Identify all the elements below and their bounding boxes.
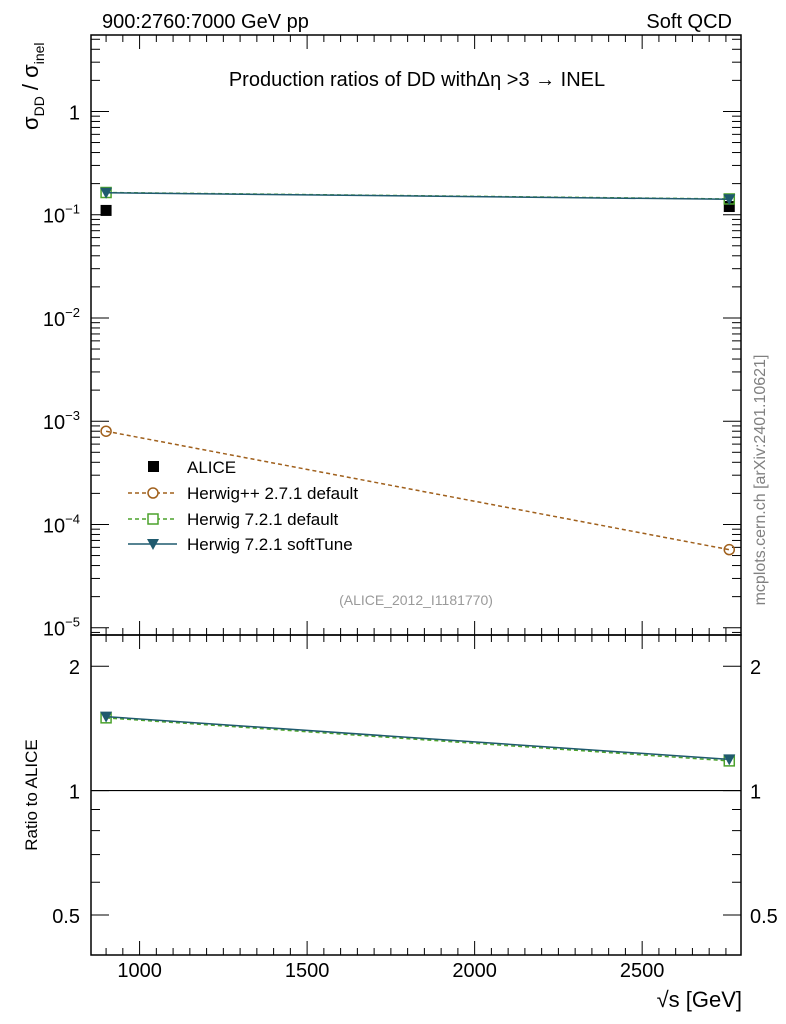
- ratio-line-softtune: [106, 715, 730, 761]
- main-series: [100, 186, 736, 556]
- ratio-y-tick-label-right: 0.5: [750, 906, 778, 928]
- legend: ALICE Herwig++ 2.7.1 default Herwig 7.2.…: [128, 458, 358, 554]
- ratio-point-softtune: [723, 754, 736, 766]
- legend-herwig721-marker: [147, 513, 159, 525]
- tick-base: 10: [43, 206, 65, 228]
- x-tick-label: 2500: [620, 960, 665, 982]
- main-y-tick-label: 10−2: [43, 305, 80, 331]
- header-category-label: Soft QCD: [646, 11, 732, 33]
- tick-exponent: −5: [65, 615, 80, 630]
- ratio-panel: 0.5 0.5 1 1 2 2 1000 1500 2000 2500 Ratio to ALI…: [22, 634, 778, 1012]
- x-tick-label: 1000: [117, 960, 162, 982]
- legend-softtune-label: Herwig 7.2.1 softTune: [187, 535, 353, 554]
- legend-alice-marker: [148, 461, 159, 472]
- main-y-tick-label: 1: [69, 102, 80, 124]
- main-y-tick-label: 10−4: [43, 511, 80, 537]
- main-y-axis-label: σDD / σinel: [18, 42, 47, 130]
- data-point-herwigpp: [100, 425, 112, 437]
- data-point-alice: [723, 201, 735, 213]
- ratio-y-tick-labels: 0.5 0.5 1 1 2 2: [52, 657, 778, 928]
- ylabel-sigma: σ: [18, 116, 43, 130]
- ratio-point-softtune: [100, 711, 113, 723]
- ratio-line-herwig721: [106, 717, 730, 762]
- main-y-tick-label: 10−1: [43, 202, 80, 228]
- data-point-herwigpp: [723, 543, 736, 556]
- data-point-softtune: [723, 194, 736, 206]
- tick-base: 10: [43, 515, 65, 537]
- ratio-y-axis-label: Ratio to ALICE: [22, 739, 41, 851]
- series-line-herwigpp: [105, 430, 730, 551]
- x-tick-labels: 1000 1500 2000 2500: [117, 960, 664, 982]
- tick-base: 10: [43, 619, 65, 641]
- ylabel-slash-sigma: / σ: [18, 64, 43, 96]
- ratio-y-tick-label-right: 1: [750, 782, 761, 804]
- legend-softtune-marker: [147, 539, 159, 550]
- main-y-tick-labels: 10−510−410−310−210−11: [43, 102, 80, 640]
- ratio-y-tick-label-right: 2: [750, 657, 761, 679]
- series-line-softtune: [106, 192, 730, 201]
- main-title: Production ratios of DD withΔη >3 → INEL: [229, 69, 605, 91]
- x-tick-label: 2000: [452, 960, 497, 982]
- main-panel: 10−510−410−310−210−11 Production ratios …: [18, 34, 742, 641]
- ratio-series: [91, 711, 741, 792]
- x-tick-label: 1500: [285, 960, 330, 982]
- ylabel-sub-inel: inel: [31, 42, 47, 64]
- tick-base: 10: [43, 309, 65, 331]
- legend-alice-label: ALICE: [187, 458, 236, 477]
- legend-herwigpp-label: Herwig++ 2.7.1 default: [187, 484, 358, 503]
- x-axis-label: √s [GeV]: [657, 987, 742, 1012]
- ratio-plot-frame: [90, 634, 742, 956]
- main-y-tick-label: 10−3: [43, 408, 80, 434]
- tick-exponent: −4: [65, 511, 80, 526]
- main-y-tick-label: 10−5: [43, 615, 80, 641]
- tick-exponent: −2: [65, 305, 80, 320]
- tick-exponent: −3: [65, 408, 80, 423]
- tick-exponent: −1: [65, 202, 80, 217]
- main-axis-ticks: [91, 35, 741, 635]
- analysis-label: (ALICE_2012_I1181770): [339, 592, 493, 608]
- ratio-y-tick-label-left: 2: [69, 657, 80, 679]
- tick-base: 10: [43, 412, 65, 434]
- data-point-softtune: [100, 187, 113, 199]
- watermark: mcplots.cern.ch [arXiv:2401.10621]: [752, 355, 769, 606]
- ratio-y-tick-label-left: 0.5: [52, 906, 80, 928]
- legend-herwig721-label: Herwig 7.2.1 default: [187, 510, 338, 529]
- header-energy-label: 900:2760:7000 GeV pp: [102, 11, 309, 33]
- data-point-alice: [100, 204, 112, 216]
- legend-herwigpp-marker: [147, 487, 159, 499]
- ylabel-sub-dd: DD: [31, 96, 47, 116]
- ratio-y-tick-label-left: 1: [69, 782, 80, 804]
